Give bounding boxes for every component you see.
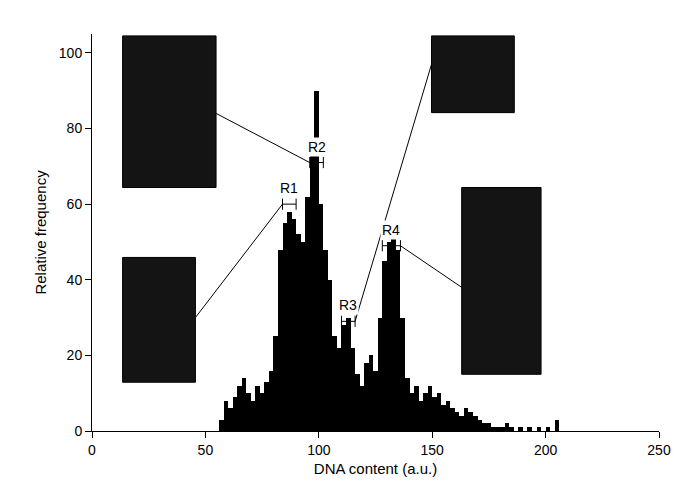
svg-text:DNA content (a.u.): DNA content (a.u.) [314,460,437,477]
svg-text:50: 50 [198,442,214,458]
svg-text:0: 0 [88,442,96,458]
svg-text:R1: R1 [280,180,298,196]
svg-text:20: 20 [67,347,83,363]
svg-text:Relative frequency: Relative frequency [32,170,49,295]
svg-text:R3: R3 [339,297,357,313]
svg-text:0: 0 [74,423,82,439]
svg-text:100: 100 [307,442,331,458]
svg-text:100: 100 [59,45,83,61]
svg-text:150: 150 [421,442,445,458]
svg-text:80: 80 [67,120,83,136]
svg-text:R4: R4 [382,222,400,238]
svg-text:40: 40 [67,272,83,288]
svg-text:200: 200 [534,442,558,458]
svg-text:250: 250 [647,442,671,458]
svg-text:R2: R2 [308,139,326,155]
svg-text:60: 60 [67,196,83,212]
